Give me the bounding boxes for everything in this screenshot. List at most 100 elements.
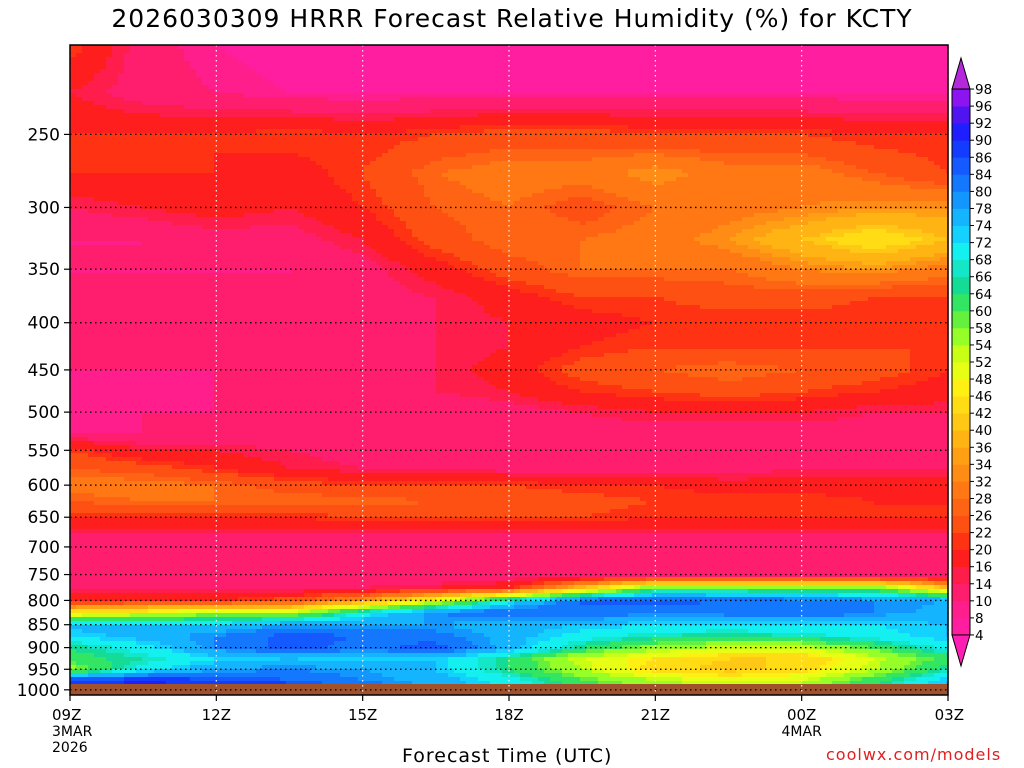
humidity-cell [598, 173, 605, 178]
humidity-cell [370, 173, 377, 178]
humidity-cell [412, 113, 419, 118]
humidity-cell [196, 69, 203, 74]
humidity-cell [826, 133, 833, 138]
humidity-cell [670, 65, 677, 70]
humidity-cell [802, 137, 809, 142]
humidity-cell [814, 165, 821, 170]
humidity-cell [436, 157, 443, 162]
humidity-cell [700, 53, 707, 58]
humidity-cell [76, 49, 83, 54]
humidity-cell [418, 117, 425, 122]
humidity-cell [832, 145, 839, 150]
humidity-cell [778, 101, 785, 106]
humidity-cell [190, 141, 197, 146]
humidity-cell [928, 153, 935, 158]
humidity-cell [574, 169, 581, 174]
humidity-cell [670, 125, 677, 130]
humidity-cell [208, 169, 215, 174]
humidity-cell [316, 85, 323, 90]
humidity-cell [634, 81, 641, 86]
humidity-cell [388, 89, 395, 94]
humidity-cell [724, 173, 731, 178]
humidity-cell [190, 137, 197, 142]
humidity-cell [868, 69, 875, 74]
humidity-cell [724, 65, 731, 70]
humidity-cell [160, 49, 167, 54]
humidity-cell [100, 57, 107, 62]
humidity-cell [700, 57, 707, 62]
humidity-cell [550, 109, 557, 114]
humidity-cell [154, 65, 161, 70]
humidity-cell [778, 73, 785, 78]
humidity-cell [562, 145, 569, 150]
humidity-cell [916, 93, 923, 98]
humidity-cell [136, 169, 143, 174]
humidity-cell [292, 65, 299, 70]
humidity-cell [232, 85, 239, 90]
humidity-cell [238, 57, 245, 62]
humidity-cell [706, 169, 713, 174]
humidity-cell [688, 165, 695, 170]
humidity-cell [784, 117, 791, 122]
humidity-cell [502, 61, 509, 66]
humidity-cell [244, 169, 251, 174]
humidity-cell [472, 101, 479, 106]
humidity-cell [262, 177, 269, 182]
humidity-cell [532, 149, 539, 154]
humidity-cell [682, 133, 689, 138]
humidity-cell [676, 105, 683, 110]
humidity-cell [328, 161, 335, 166]
humidity-cell [190, 149, 197, 154]
humidity-cell [736, 145, 743, 150]
humidity-cell [814, 121, 821, 126]
humidity-cell [142, 57, 149, 62]
humidity-cell [352, 117, 359, 122]
humidity-cell [694, 65, 701, 70]
humidity-cell [520, 105, 527, 110]
humidity-cell [370, 145, 377, 150]
humidity-cell [460, 161, 467, 166]
humidity-cell [724, 93, 731, 98]
humidity-cell [496, 89, 503, 94]
humidity-cell [940, 81, 947, 86]
humidity-cell [760, 113, 767, 118]
humidity-cell [742, 141, 749, 146]
humidity-cell [868, 141, 875, 146]
humidity-cell [412, 105, 419, 110]
humidity-cell [346, 113, 353, 118]
humidity-cell [346, 77, 353, 82]
humidity-cell [862, 113, 869, 118]
humidity-cell [622, 177, 629, 182]
humidity-cell [436, 165, 443, 170]
humidity-cell [574, 157, 581, 162]
humidity-cell [538, 65, 545, 70]
humidity-cell [850, 105, 857, 110]
humidity-cell [370, 65, 377, 70]
humidity-cell [406, 73, 413, 78]
humidity-cell [868, 157, 875, 162]
humidity-cell [856, 125, 863, 130]
humidity-cell [190, 89, 197, 94]
humidity-cell [124, 121, 131, 126]
humidity-cell [712, 133, 719, 138]
humidity-cell [118, 57, 125, 62]
humidity-cell [922, 145, 929, 150]
humidity-cell [274, 97, 281, 102]
humidity-cell [334, 49, 341, 54]
humidity-cell [940, 69, 947, 74]
humidity-cell [838, 129, 845, 134]
humidity-cell [490, 173, 497, 178]
humidity-cell [388, 113, 395, 118]
humidity-cell [886, 113, 893, 118]
humidity-cell [838, 73, 845, 78]
humidity-cell [574, 65, 581, 70]
humidity-cell [286, 53, 293, 58]
humidity-cell [712, 89, 719, 94]
humidity-cell [580, 81, 587, 86]
humidity-cell [184, 49, 191, 54]
humidity-cell [232, 133, 239, 138]
humidity-cell [592, 101, 599, 106]
humidity-cell [478, 121, 485, 126]
humidity-cell [178, 77, 185, 82]
humidity-cell [196, 89, 203, 94]
